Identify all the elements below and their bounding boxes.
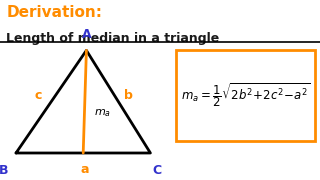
Text: $m_a$: $m_a$	[94, 107, 111, 119]
Text: b: b	[124, 89, 132, 102]
Text: $m_a = \dfrac{1}{2}\sqrt{2b^2\!+\!2c^2\!-\!a^2}$: $m_a = \dfrac{1}{2}\sqrt{2b^2\!+\!2c^2\!…	[181, 81, 310, 109]
Text: B: B	[0, 164, 8, 177]
Text: c: c	[35, 89, 42, 102]
Text: A: A	[82, 28, 91, 41]
Text: Derivation:: Derivation:	[6, 5, 102, 20]
Text: a: a	[81, 163, 89, 176]
FancyBboxPatch shape	[176, 50, 315, 141]
Text: Length of median in a triangle: Length of median in a triangle	[6, 32, 220, 45]
Text: C: C	[152, 164, 161, 177]
